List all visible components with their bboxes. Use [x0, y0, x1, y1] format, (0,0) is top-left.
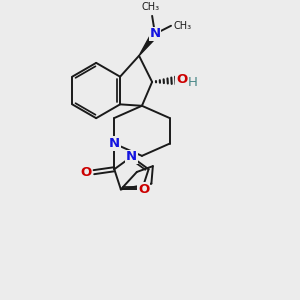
Text: O: O — [176, 74, 187, 86]
Text: N: N — [149, 27, 161, 40]
Text: H: H — [188, 76, 197, 89]
Polygon shape — [139, 32, 158, 56]
Text: N: N — [126, 150, 137, 163]
Text: O: O — [80, 166, 92, 179]
Text: CH₃: CH₃ — [173, 21, 191, 31]
Text: CH₃: CH₃ — [142, 2, 160, 12]
Text: O: O — [138, 183, 149, 196]
Text: N: N — [109, 137, 120, 150]
